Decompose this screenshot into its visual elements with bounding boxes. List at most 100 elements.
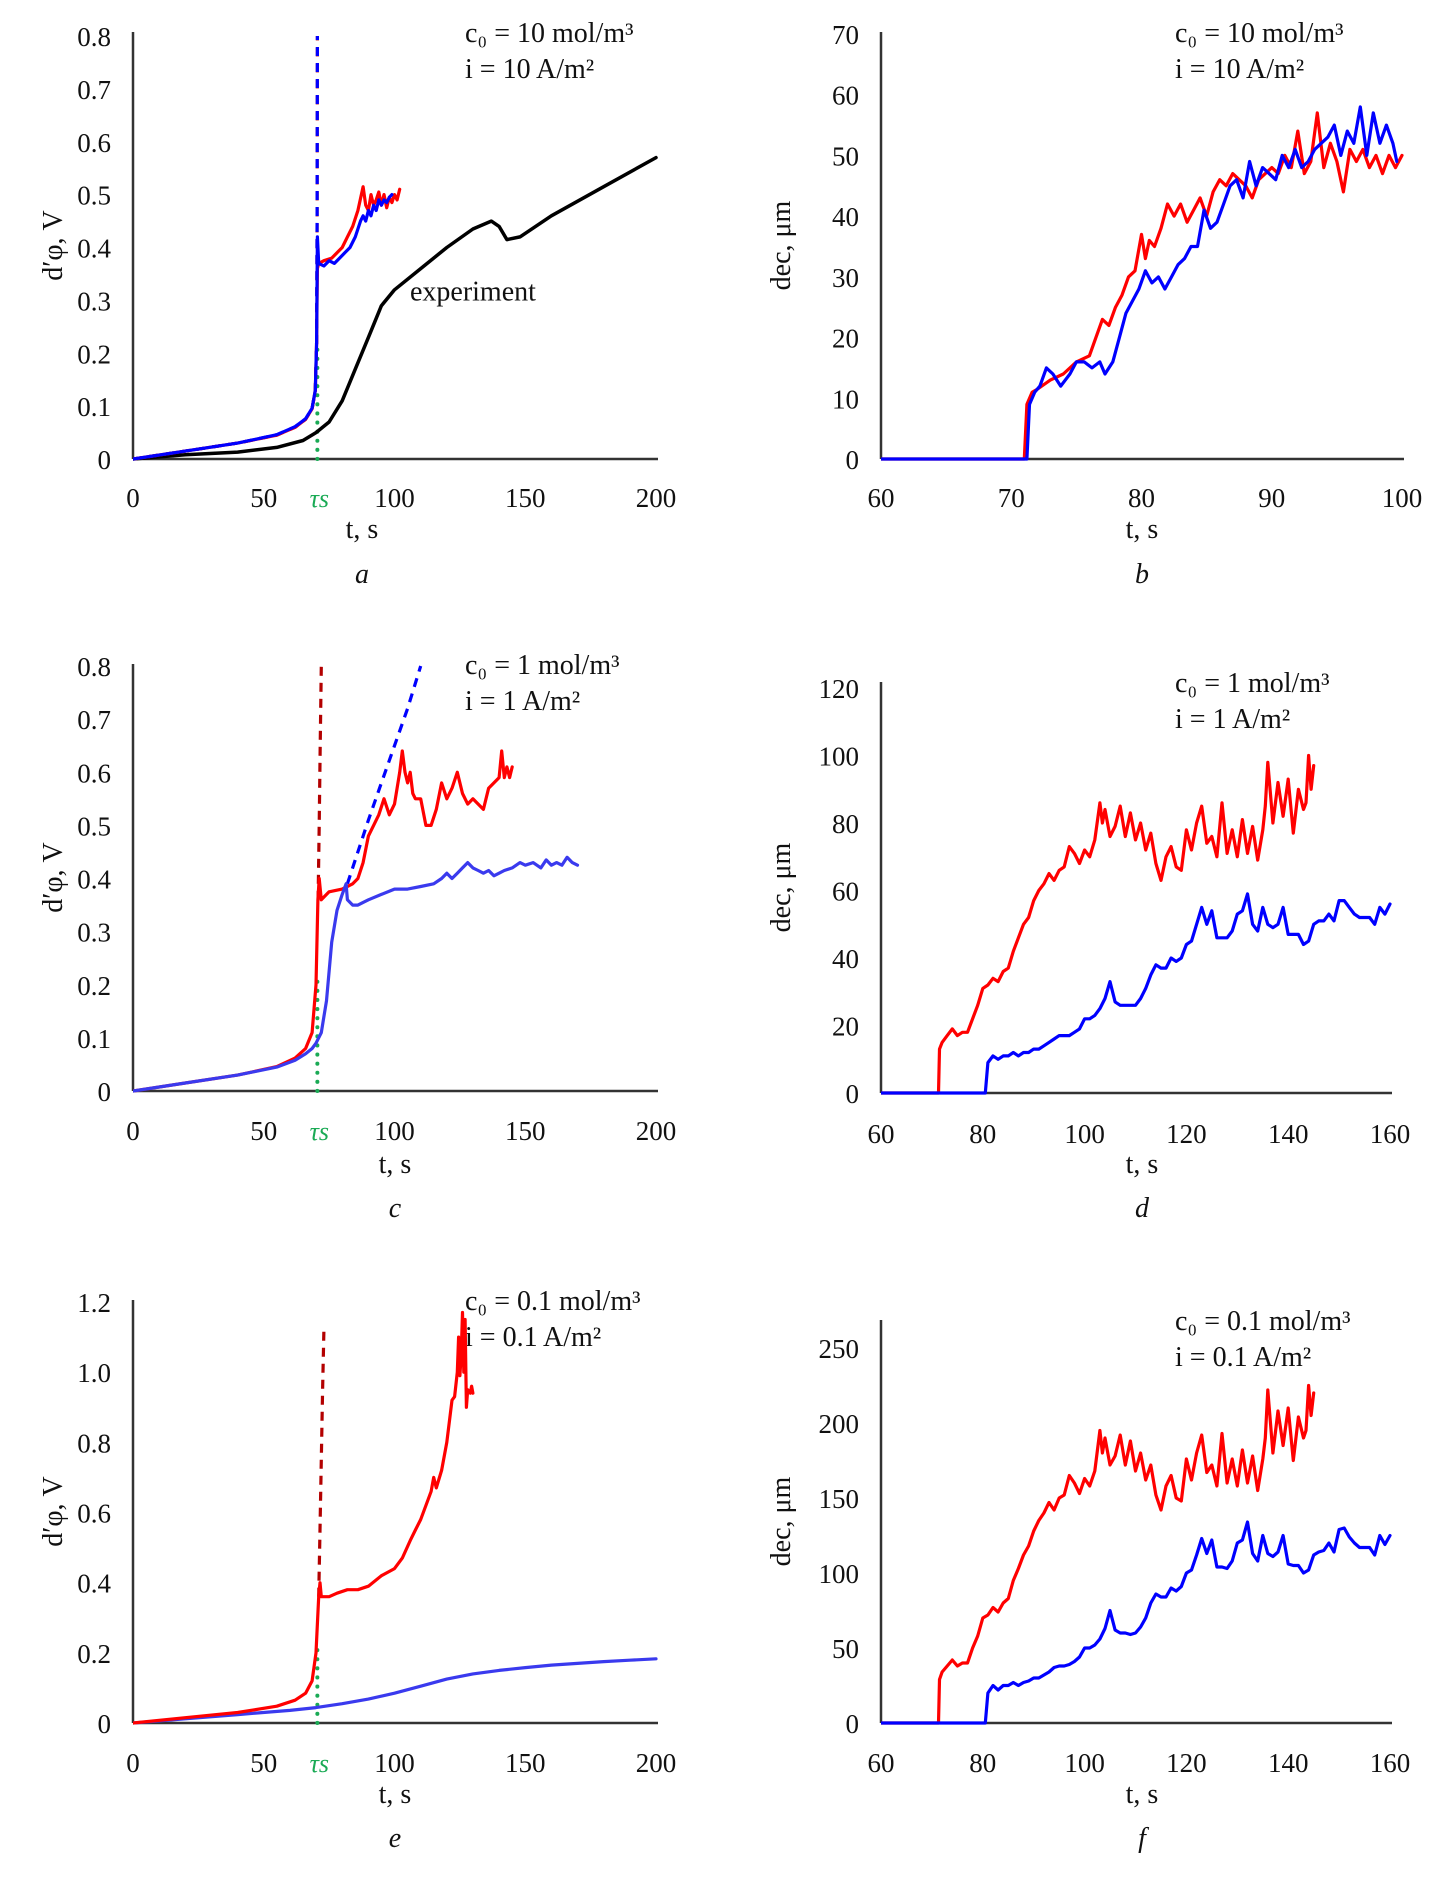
x-tick-label: 100 <box>1382 483 1423 513</box>
y-tick-label: 200 <box>819 1409 860 1439</box>
y-tick-label: 60 <box>832 877 859 907</box>
y-tick-label: 120 <box>819 674 860 704</box>
x-tick-label: 200 <box>636 483 677 513</box>
y-tick-label: 30 <box>832 263 859 293</box>
x-tick-label: 160 <box>1370 1119 1411 1149</box>
series-line-red <box>881 111 1404 461</box>
y-tick-label: 20 <box>832 1012 859 1042</box>
x-tick-label: 90 <box>1258 483 1285 513</box>
panel-label: c <box>389 1193 402 1224</box>
y-axis-label: d′φ, V <box>38 1476 69 1547</box>
x-tick-label: 200 <box>636 1748 677 1778</box>
panel-label: f <box>1138 1823 1149 1854</box>
y-tick-label: 0.7 <box>77 75 111 105</box>
y-tick-label: 1.2 <box>77 1288 111 1318</box>
x-tick-label: 0 <box>126 1748 140 1778</box>
series-line-blue <box>133 1657 658 1725</box>
y-tick-label: 20 <box>832 324 859 354</box>
series-line-blue <box>133 855 580 1093</box>
condition-annotation: c₀ = 1 mol/m³ <box>1175 668 1330 699</box>
condition-annotation: i = 1 A/m² <box>1175 704 1290 735</box>
x-tick-label: 50 <box>250 1748 277 1778</box>
y-tick-label: 40 <box>832 202 859 232</box>
chart-panel-f: 60 80 100 120 140 160 0 50 100 150 200 250 t, s dec, … <box>766 1306 1410 1854</box>
x-tick-label: 80 <box>969 1119 996 1149</box>
series-line-experiment <box>133 155 658 461</box>
x-tick-label: 60 <box>868 1119 895 1149</box>
y-tick-label: 60 <box>832 81 859 111</box>
x-axis-label: t, s <box>379 1779 412 1810</box>
x-tick-label: 100 <box>374 1116 415 1146</box>
condition-annotation: c₀ = 10 mol/m³ <box>465 18 634 49</box>
x-tick-label: 50 <box>250 483 277 513</box>
series-line-blue-dashed <box>133 35 319 461</box>
panel-label: a <box>355 559 369 590</box>
x-tick-label: 140 <box>1268 1119 1309 1149</box>
y-tick-label: 0 <box>98 445 112 475</box>
y-axis-label: d′φ, V <box>38 842 69 913</box>
series-group <box>881 753 1392 1095</box>
series-line-blue-dashed <box>345 665 423 885</box>
y-tick-label: 0.8 <box>77 22 111 52</box>
x-tick-label: 100 <box>374 1748 415 1778</box>
x-tick-label: 70 <box>998 483 1025 513</box>
y-tick-label: 70 <box>832 20 859 50</box>
x-tick-label: 150 <box>505 483 546 513</box>
y-tick-label: 0 <box>846 1079 860 1109</box>
condition-annotation: c₀ = 0.1 mol/m³ <box>1175 1306 1351 1337</box>
x-tick-label: 100 <box>374 483 415 513</box>
series-line-blue <box>881 1520 1392 1725</box>
tau-s-label: τs <box>310 484 329 513</box>
y-tick-label: 0.6 <box>77 128 111 158</box>
y-tick-label: 10 <box>832 384 859 414</box>
y-axis-label: d′φ, V <box>38 210 69 281</box>
y-tick-label: 0 <box>846 445 860 475</box>
x-tick-label: 120 <box>1166 1748 1207 1778</box>
x-tick-label: 100 <box>1064 1119 1105 1149</box>
x-tick-label: 140 <box>1268 1748 1309 1778</box>
y-axis-label: dec, μm <box>766 842 797 932</box>
y-tick-label: 0.4 <box>77 865 111 895</box>
y-tick-label: 0 <box>846 1709 860 1739</box>
y-tick-label: 100 <box>819 1559 860 1589</box>
x-tick-label: 150 <box>505 1748 546 1778</box>
tau-s-label: τs <box>310 1117 329 1146</box>
condition-annotation: i = 0.1 A/m² <box>1175 1342 1311 1373</box>
y-tick-label: 40 <box>832 944 859 974</box>
condition-annotation: c₀ = 10 mol/m³ <box>1175 18 1344 49</box>
series-line-blue <box>881 105 1399 461</box>
y-tick-label: 0 <box>98 1709 112 1739</box>
x-tick-label: 200 <box>636 1116 677 1146</box>
y-tick-label: 0.2 <box>77 971 111 1001</box>
x-tick-label: 0 <box>126 1116 140 1146</box>
series-line-red-dashed <box>316 665 323 900</box>
x-axis-label: t, s <box>379 1149 412 1180</box>
chart-panel-a: 0 50 100 150 200 0 0.1 0.2 0.3 0.4 0.5 0.6 0.7 0.8 t, … <box>38 18 676 590</box>
tau-s-label: τs <box>310 1749 329 1778</box>
y-axis-label: dec, μm <box>766 200 797 290</box>
series-group <box>881 1383 1392 1725</box>
y-tick-label: 0.4 <box>77 234 111 264</box>
x-tick-label: 80 <box>1128 483 1155 513</box>
y-tick-label: 150 <box>819 1484 860 1514</box>
y-tick-label: 0.7 <box>77 705 111 735</box>
y-tick-label: 0.1 <box>77 1024 111 1054</box>
y-tick-label: 0.5 <box>77 811 111 841</box>
series-text-label: experiment <box>410 276 536 307</box>
series-line-red <box>133 1310 475 1725</box>
x-tick-label: 0 <box>126 483 140 513</box>
series-line-red <box>133 749 514 1093</box>
series-group <box>133 1310 658 1725</box>
y-tick-label: 50 <box>832 1634 859 1664</box>
condition-annotation: i = 1 A/m² <box>465 686 580 717</box>
x-tick-label: 60 <box>868 483 895 513</box>
y-tick-label: 0.1 <box>77 392 111 422</box>
x-axis-label: t, s <box>1126 1779 1159 1810</box>
y-tick-label: 0.6 <box>77 758 111 788</box>
x-tick-label: 150 <box>505 1116 546 1146</box>
y-tick-label: 100 <box>819 742 860 772</box>
series-line-red-dashed <box>133 35 319 461</box>
y-tick-label: 0.3 <box>77 918 111 948</box>
